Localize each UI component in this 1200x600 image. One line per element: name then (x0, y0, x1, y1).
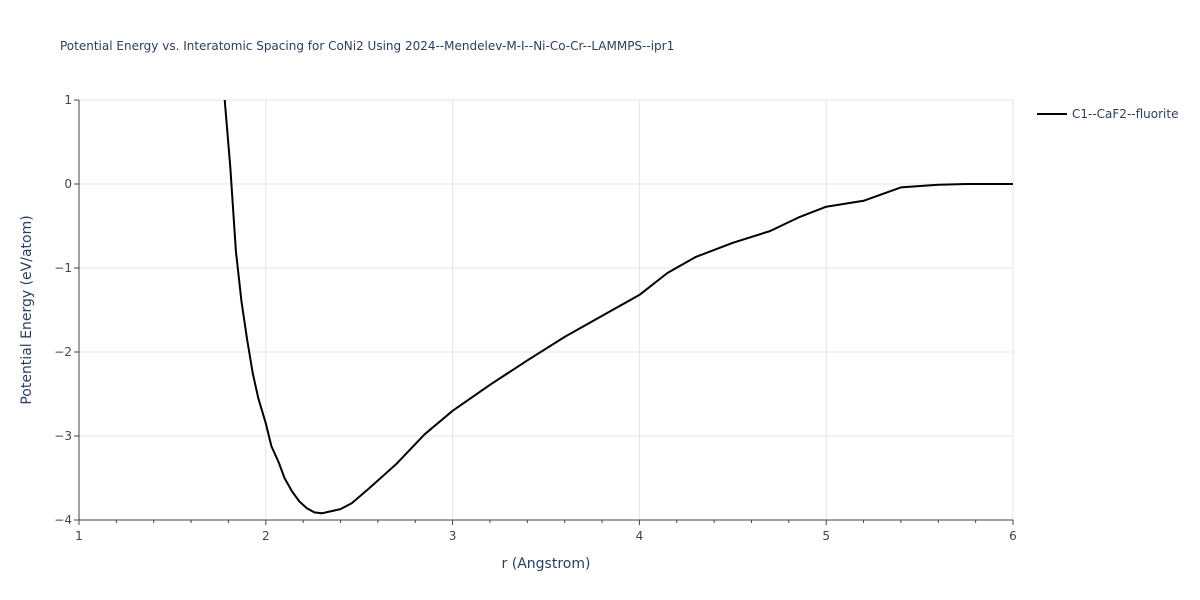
x-tick-label: 1 (75, 529, 83, 543)
x-tick-label: 5 (822, 529, 830, 543)
y-tick-label: 1 (64, 93, 72, 107)
x-axis-title: r (Angstrom) (502, 556, 591, 572)
grid-layer (79, 99, 1014, 520)
y-tick-label: −2 (54, 345, 72, 359)
y-tick-label: −1 (54, 261, 72, 275)
x-tick-label: 4 (636, 529, 644, 543)
y-tick-label: −4 (54, 513, 72, 527)
y-tick-label: 0 (64, 177, 72, 191)
y-tick-label: −3 (54, 429, 72, 443)
series-line[interactable] (223, 99, 1013, 515)
chart-title: Potential Energy vs. Interatomic Spacing… (60, 39, 674, 53)
x-tick-label: 6 (1009, 529, 1017, 543)
axes-layer: 1 2 3 4 5 6 1 0 −1 −2 −3 −4 (54, 93, 1017, 543)
x-tick-label: 2 (262, 529, 270, 543)
x-tick-label: 3 (449, 529, 457, 543)
legend-label: C1--CaF2--fluorite (1072, 107, 1178, 121)
series-layer (223, 99, 1013, 515)
y-axis-title: Potential Energy (eV/atom) (19, 215, 35, 404)
legend[interactable]: C1--CaF2--fluorite (1037, 107, 1178, 121)
